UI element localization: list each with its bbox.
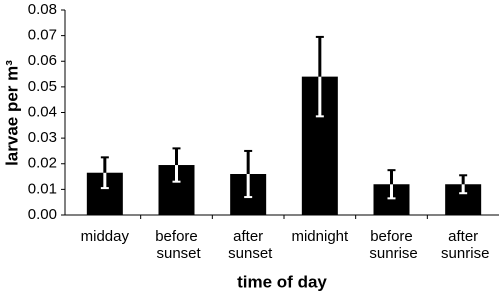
error-bar [244,149,253,199]
y-tick-label: 0.00 [28,206,57,223]
x-tick-label-line: before [370,228,413,245]
x-tick-label: midnight [291,228,349,245]
x-tick-label-line: sunset [224,245,273,262]
error-bar [387,169,396,200]
error-bar [315,35,324,118]
x-tick-label: midday [81,228,130,245]
x-tick-label-line: sunrise [437,245,490,262]
y-tick-label: 0.03 [28,129,57,146]
x-tick-label: before sunset [152,228,201,262]
y-tick-label: 0.04 [28,103,57,120]
x-tick-label: after sunset [224,228,273,262]
y-tick-label: 0.01 [28,180,57,197]
x-axis-title: time of day [237,272,327,291]
x-tick-label: before sunrise [365,228,418,262]
x-tick-label-line: sunset [152,245,201,262]
y-tick-label: 0.07 [28,27,57,44]
x-tick-label: after sunrise [437,228,490,262]
x-tick-label-line: sunrise [365,245,418,262]
y-tick-label: 0.05 [28,78,57,95]
x-tick-label-line: before [155,228,198,245]
error-bar [459,174,468,195]
error-bar [100,156,109,190]
error-bar [172,147,181,183]
y-tick-label: 0.02 [28,155,57,172]
y-tick-label: 0.06 [28,52,57,69]
x-tick-label-line: after [448,228,478,245]
y-tick-label: 0.08 [28,1,57,18]
x-tick-label-line: after [233,228,263,245]
y-axis-title: larvae per m³ [2,60,21,166]
